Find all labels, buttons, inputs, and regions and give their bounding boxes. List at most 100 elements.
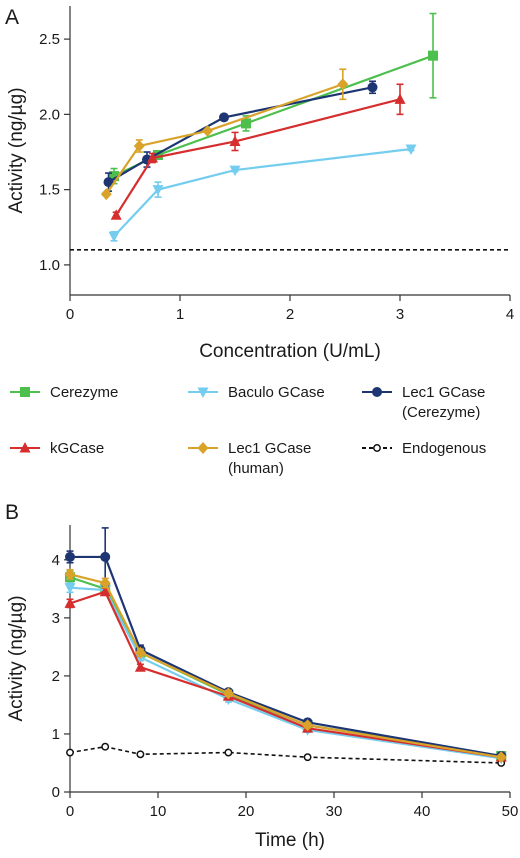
legend-label: Baculo GCase — [228, 384, 325, 401]
series-kgcase — [64, 585, 507, 762]
series-lec1-gcase-cerezyme — [65, 527, 507, 762]
y-tick-label: 1 — [52, 726, 60, 743]
panel-label-a: A — [5, 6, 19, 29]
data-point-kgcase — [134, 661, 146, 672]
data-point-kgcase — [394, 93, 406, 104]
series-line-lec1-gcase-human — [69, 573, 502, 759]
legend-item-baculo-gcase: Baculo GCase — [188, 384, 325, 401]
series-cerezyme — [65, 570, 507, 762]
series-line-baculo-gcase — [69, 586, 502, 760]
panel-b-chart: B 0 10 20 30 40 50 0 1 2 3 4 Time (h) Activity (ng/µg… — [5, 501, 518, 851]
series-baculo-gcase — [108, 144, 417, 243]
series-kgcase — [110, 83, 406, 220]
data-point-baculo-gcase — [64, 583, 76, 594]
legend-marker — [197, 387, 209, 398]
data-point-cerezyme — [428, 50, 438, 61]
panel-label-b: B — [5, 501, 19, 524]
data-point-lec1-gcase-human — [133, 139, 145, 152]
data-point-lec1-gcase-cerezyme — [65, 551, 75, 562]
series-lec1-gcase-human — [64, 568, 507, 764]
legend-label: Cerezyme — [50, 384, 118, 401]
data-point-lec1-gcase-cerezyme — [219, 112, 229, 123]
legend-marker — [197, 442, 209, 454]
data-point-lec1-gcase-human — [64, 568, 76, 581]
x-axis-title: Time (h) — [255, 830, 325, 851]
legend-label: (Cerezyme) — [402, 404, 480, 421]
data-point-kgcase — [229, 135, 241, 146]
data-point-cerezyme — [153, 150, 163, 161]
legend-label: Lec1 GCase — [228, 440, 311, 457]
x-tick-label: 50 — [502, 803, 519, 820]
legend-item-cerezyme: Cerezyme — [10, 384, 118, 401]
data-point-lec1-gcase-cerezyme — [367, 82, 378, 93]
x-tick-label: 30 — [326, 803, 343, 820]
data-point-lec1-gcase-human — [100, 188, 112, 201]
y-axis-title: Activity (ng/µg) — [6, 595, 27, 721]
series-line-cerezyme — [69, 576, 502, 758]
y-tick-label: 0 — [52, 784, 60, 801]
endogenous-point — [224, 748, 233, 757]
data-point-lec1-gcase-human — [495, 751, 507, 764]
x-tick-label: 3 — [396, 306, 404, 323]
data-point-baculo-gcase — [108, 231, 120, 243]
x-tick-label: 20 — [238, 803, 255, 820]
legend-item-lec1-gcase-human: Lec1 GCase (human) — [188, 440, 311, 477]
series-line-lec1-gcase-human — [105, 83, 344, 195]
legend-label: (human) — [228, 460, 284, 477]
data-point-kgcase — [99, 585, 111, 597]
legend-marker — [19, 442, 31, 453]
y-tick-label: 2.5 — [39, 31, 60, 48]
legend-marker — [373, 444, 381, 452]
data-point-lec1-gcase-human — [222, 687, 234, 700]
series-cerezyme — [109, 12, 438, 185]
y-axis-title: Activity (ng/µg) — [6, 87, 27, 213]
x-tick-label: 10 — [150, 803, 167, 820]
y-tick-label: 3 — [52, 610, 60, 627]
data-point-lec1-gcase-human — [337, 78, 349, 91]
x-tick-label: 2 — [286, 306, 294, 323]
legend-label: kGCase — [50, 440, 104, 457]
data-point-cerezyme — [241, 118, 251, 129]
legend-item-lec1-gcase-cerezyme: Lec1 GCase (Cerezyme) — [362, 384, 485, 421]
legend: Cerezyme Baculo GCase Lec1 GCase (Cerezyme)… — [10, 384, 486, 477]
x-axis-title: Concentration (U/mL) — [199, 341, 381, 362]
y-tick-label: 1.0 — [39, 257, 60, 274]
series-line-kgcase — [115, 98, 401, 216]
y-tick-label: 4 — [52, 552, 60, 569]
legend-marker — [372, 387, 382, 397]
x-tick-label: 0 — [66, 803, 74, 820]
x-tick-label: 40 — [414, 803, 431, 820]
endogenous-series-line — [69, 745, 502, 764]
data-point-lec1-gcase-cerezyme — [103, 177, 114, 188]
legend-item-kgcase: kGCase — [10, 440, 104, 457]
panel-a-chart: A 0 1 2 3 4 1.0 1.5 2.0 2.5 Concentration (U/mL) Ac… — [5, 6, 514, 362]
series-line-lec1-gcase-cerezyme — [70, 555, 502, 758]
series-line-baculo-gcase — [113, 147, 412, 238]
data-point-lec1-gcase-human — [99, 577, 111, 590]
series-line-kgcase — [69, 590, 502, 759]
data-point-kgcase — [110, 209, 122, 220]
data-point-lec1-gcase-human — [302, 719, 314, 732]
data-point-baculo-gcase — [152, 185, 164, 196]
legend-marker — [20, 387, 30, 397]
endogenous-point — [303, 753, 312, 762]
data-point-lec1-gcase-cerezyme — [100, 551, 111, 562]
series-baculo-gcase — [64, 582, 507, 765]
series-line-lec1-gcase-cerezyme — [107, 86, 373, 184]
data-point-baculo-gcase — [405, 144, 417, 155]
x-tick-label: 0 — [66, 306, 74, 323]
legend-label: Endogenous — [402, 440, 486, 457]
endogenous-point — [101, 742, 110, 751]
data-point-baculo-gcase — [229, 165, 241, 177]
data-point-lec1-gcase-human — [134, 646, 146, 659]
data-point-lec1-gcase-human — [202, 124, 213, 137]
data-point-kgcase — [147, 152, 158, 163]
data-point-kgcase — [64, 597, 76, 608]
legend-label: Lec1 GCase — [402, 384, 485, 401]
y-tick-label: 1.5 — [39, 182, 60, 199]
x-tick-label: 1 — [176, 306, 184, 323]
data-point-cerezyme — [109, 171, 119, 182]
legend-item-endogenous: Endogenous — [362, 440, 486, 457]
x-tick-label: 4 — [506, 306, 514, 323]
